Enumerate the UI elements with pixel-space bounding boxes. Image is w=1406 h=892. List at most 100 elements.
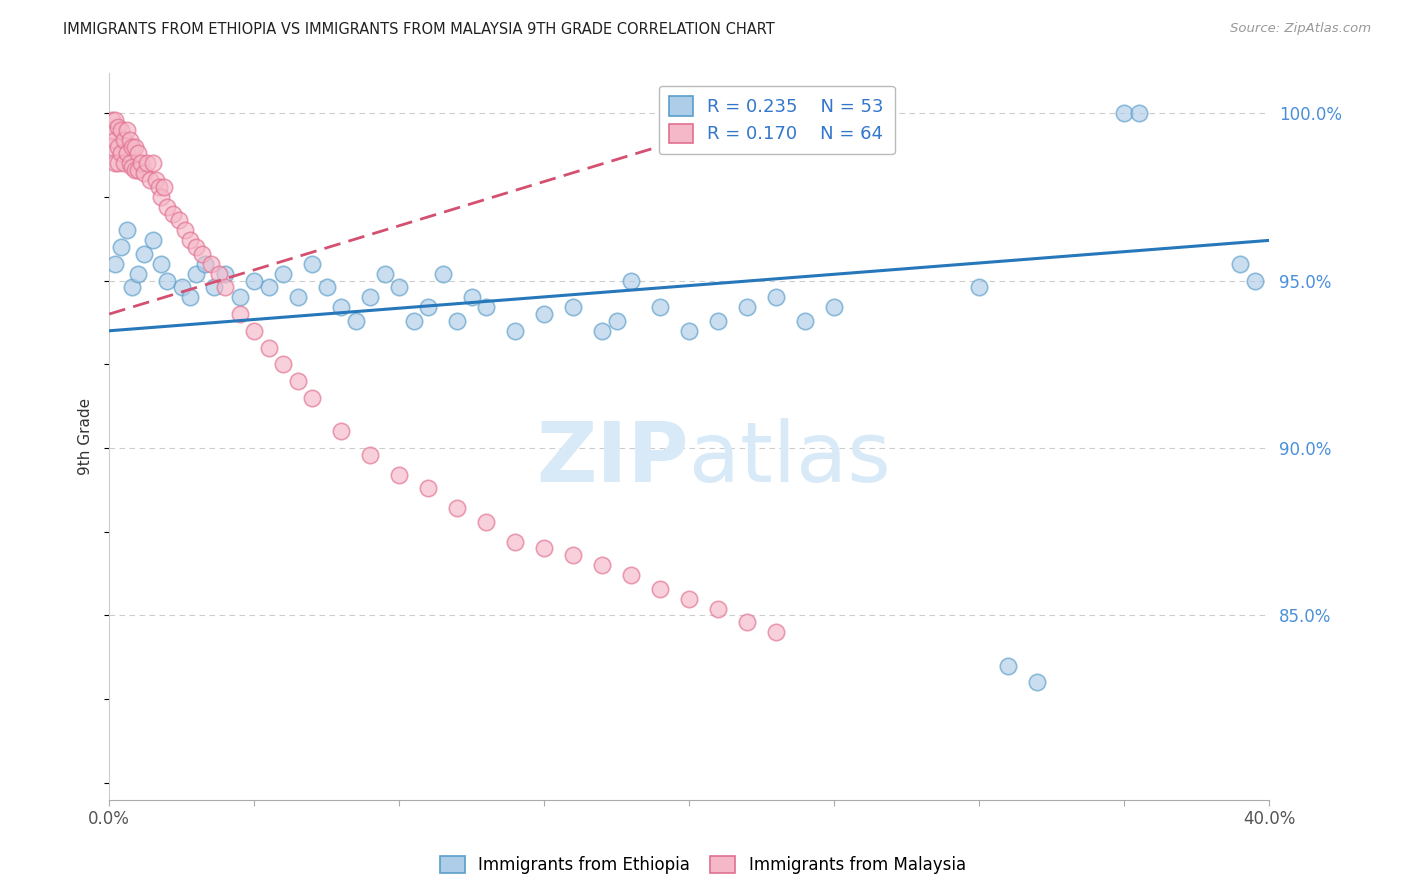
- Point: [344, 314, 367, 328]
- Point: [115, 123, 138, 137]
- Legend: Immigrants from Ethiopia, Immigrants from Malaysia: Immigrants from Ethiopia, Immigrants fro…: [436, 851, 970, 880]
- Point: [765, 290, 787, 304]
- Point: [301, 391, 323, 405]
- Point: [287, 290, 309, 304]
- Point: [115, 146, 138, 161]
- Point: [186, 267, 208, 281]
- Point: [153, 179, 176, 194]
- Point: [533, 541, 555, 556]
- Point: [735, 301, 758, 315]
- Point: [460, 290, 482, 304]
- Point: [678, 324, 700, 338]
- Point: [562, 301, 585, 315]
- Point: [707, 314, 730, 328]
- Point: [432, 267, 454, 281]
- Point: [127, 146, 149, 161]
- Point: [228, 290, 250, 304]
- Point: [104, 133, 127, 147]
- Point: [503, 534, 526, 549]
- Point: [186, 240, 208, 254]
- Point: [735, 615, 758, 629]
- Point: [257, 341, 280, 355]
- Point: [150, 190, 173, 204]
- Point: [150, 257, 173, 271]
- Point: [191, 247, 214, 261]
- Text: IMMIGRANTS FROM ETHIOPIA VS IMMIGRANTS FROM MALAYSIA 9TH GRADE CORRELATION CHART: IMMIGRANTS FROM ETHIOPIA VS IMMIGRANTS F…: [63, 22, 775, 37]
- Point: [359, 448, 381, 462]
- Point: [132, 166, 155, 180]
- Point: [997, 658, 1019, 673]
- Point: [101, 139, 124, 153]
- Point: [107, 156, 129, 170]
- Point: [104, 257, 127, 271]
- Point: [794, 314, 817, 328]
- Point: [446, 501, 468, 516]
- Point: [110, 123, 132, 137]
- Point: [1128, 106, 1150, 120]
- Point: [823, 301, 845, 315]
- Point: [243, 324, 266, 338]
- Point: [287, 374, 309, 388]
- Point: [194, 257, 217, 271]
- Point: [156, 200, 179, 214]
- Point: [167, 213, 190, 227]
- Point: [650, 301, 672, 315]
- Point: [1243, 274, 1265, 288]
- Point: [101, 112, 124, 127]
- Point: [330, 424, 353, 438]
- Point: [765, 625, 787, 640]
- Text: ZIP: ZIP: [537, 417, 689, 499]
- Point: [503, 324, 526, 338]
- Point: [202, 280, 225, 294]
- Point: [562, 548, 585, 562]
- Point: [124, 163, 146, 178]
- Point: [142, 156, 165, 170]
- Point: [418, 301, 440, 315]
- Point: [214, 280, 236, 294]
- Point: [678, 591, 700, 606]
- Point: [107, 120, 129, 134]
- Point: [104, 156, 127, 170]
- Point: [475, 301, 498, 315]
- Point: [606, 314, 628, 328]
- Point: [129, 156, 152, 170]
- Point: [162, 206, 184, 220]
- Point: [1229, 257, 1251, 271]
- Point: [170, 280, 193, 294]
- Point: [208, 267, 231, 281]
- Point: [315, 280, 337, 294]
- Point: [359, 290, 381, 304]
- Point: [127, 267, 149, 281]
- Point: [115, 223, 138, 237]
- Point: [142, 233, 165, 247]
- Point: [104, 112, 127, 127]
- Point: [620, 568, 643, 582]
- Point: [121, 139, 143, 153]
- Point: [243, 274, 266, 288]
- Point: [418, 481, 440, 495]
- Point: [136, 156, 159, 170]
- Point: [271, 357, 294, 371]
- Point: [388, 280, 411, 294]
- Point: [132, 247, 155, 261]
- Point: [121, 160, 143, 174]
- Point: [127, 163, 149, 178]
- Point: [110, 146, 132, 161]
- Point: [118, 156, 141, 170]
- Point: [271, 267, 294, 281]
- Point: [107, 139, 129, 153]
- Point: [228, 307, 250, 321]
- Point: [1026, 675, 1049, 690]
- Point: [330, 301, 353, 315]
- Point: [179, 290, 201, 304]
- Point: [112, 133, 135, 147]
- Point: [1112, 106, 1135, 120]
- Point: [475, 515, 498, 529]
- Point: [121, 280, 143, 294]
- Y-axis label: 9th Grade: 9th Grade: [79, 398, 93, 475]
- Point: [402, 314, 425, 328]
- Point: [650, 582, 672, 596]
- Text: atlas: atlas: [689, 417, 891, 499]
- Point: [156, 274, 179, 288]
- Point: [591, 324, 613, 338]
